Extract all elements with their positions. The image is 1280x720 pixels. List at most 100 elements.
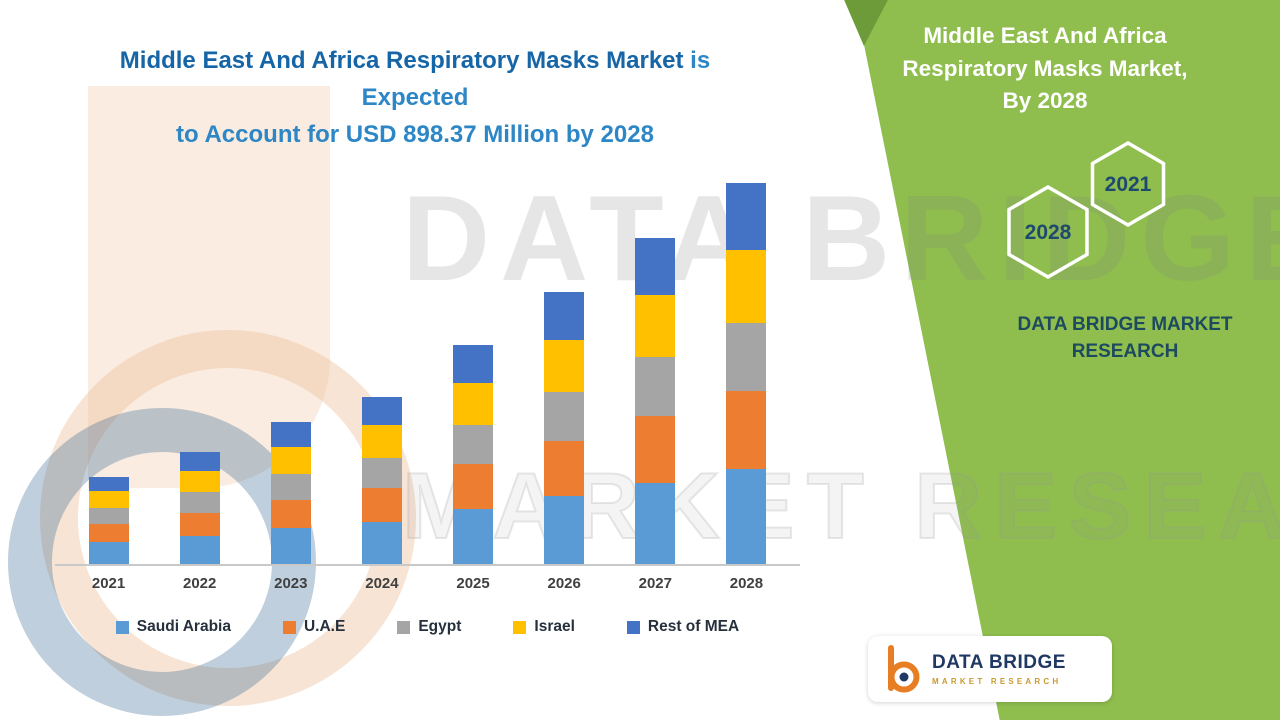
title-line2: to Account for USD 898.37 Million by 202… xyxy=(176,121,654,149)
side-brand-text: DATA BRIDGE MARKET RESEARCH xyxy=(950,312,1280,365)
x-axis-label-text: 2024 xyxy=(365,575,399,592)
chart-legend: Saudi Arabia U.A.E Egypt Israel Rest of MEA xyxy=(55,618,800,636)
bar-segment-2022-saudi-arabia xyxy=(179,535,220,564)
bar-2027 xyxy=(635,237,676,564)
bar-segment-2024-egypt xyxy=(361,457,402,488)
legend-item-u.a.e: U.A.E xyxy=(282,618,346,636)
legend-item-rest-of-mea: Rest of MEA xyxy=(626,618,740,636)
bar-segment-2026-saudi-arabia xyxy=(544,496,585,564)
bar-2025 xyxy=(453,344,494,564)
bar-segment-2024-saudi-arabia xyxy=(361,521,402,564)
legend-item-israel: Israel xyxy=(513,618,575,636)
bar-2022 xyxy=(179,451,220,564)
hexagon-year-left: 2028 xyxy=(1025,221,1072,244)
bar-segment-2028-rest-of-mea xyxy=(726,182,767,250)
bar-segment-2025-egypt xyxy=(453,425,494,465)
x-axis-label-text: 2025 xyxy=(456,575,490,592)
side-brand-line1: DATA BRIDGE MARKET xyxy=(1017,314,1233,335)
bar-segment-2021-israel xyxy=(88,491,129,509)
bar-2021 xyxy=(88,477,129,564)
legend-swatch xyxy=(626,620,640,634)
bar-segment-2023-egypt xyxy=(270,474,311,500)
bar-segment-2024-u.a.e xyxy=(361,487,402,522)
bar-segment-2022-u.a.e xyxy=(179,512,220,536)
bar-2026 xyxy=(544,291,585,564)
legend-item-egypt: Egypt xyxy=(397,618,461,636)
bar-2028 xyxy=(726,182,767,564)
x-axis-label-2024: 2024 xyxy=(362,575,402,592)
bar-segment-2022-egypt xyxy=(179,492,220,513)
bar-segment-2022-rest-of-mea xyxy=(179,451,220,471)
x-axis-label-2023: 2023 xyxy=(271,575,311,592)
x-axis-label-text: 2023 xyxy=(274,575,308,592)
legend-label: Egypt xyxy=(418,618,462,635)
bar-2024 xyxy=(361,396,402,564)
bar-segment-2023-rest-of-mea xyxy=(270,422,311,448)
bar-segment-2027-israel xyxy=(635,295,676,358)
x-axis-label-2025: 2025 xyxy=(453,575,493,592)
watermark-text-line1: DATA BRIDGE xyxy=(402,170,1280,306)
x-axis-label-2021: 2021 xyxy=(89,575,129,592)
bar-segment-2021-saudi-arabia xyxy=(88,541,129,564)
legend-item-saudi-arabia: Saudi Arabia xyxy=(115,618,231,636)
legend-swatch xyxy=(397,620,411,634)
databridge-logo-card: DATA BRIDGE MARKET RESEARCH xyxy=(868,636,1112,702)
side-panel-title: Middle East And Africa Respiratory Masks… xyxy=(880,20,1210,118)
bar-segment-2023-u.a.e xyxy=(270,499,311,529)
bar-segment-2024-rest-of-mea xyxy=(361,396,402,426)
hexagon-year-right: 2021 xyxy=(1105,173,1152,196)
x-axis-label-text: 2027 xyxy=(638,575,672,592)
bar-segment-2021-u.a.e xyxy=(88,524,129,542)
side-title-line1: Middle East And Africa xyxy=(923,23,1167,48)
bar-segment-2027-saudi-arabia xyxy=(635,482,676,564)
legend-label: Saudi Arabia xyxy=(136,618,231,635)
bar-segment-2027-u.a.e xyxy=(635,416,676,483)
bar-segment-2025-rest-of-mea xyxy=(453,344,494,384)
bar-segment-2026-rest-of-mea xyxy=(544,291,585,340)
bar-segment-2025-israel xyxy=(453,383,494,426)
legend-swatch xyxy=(513,620,527,634)
x-axis-label-text: 2028 xyxy=(729,575,764,592)
legend-label: Rest of MEA xyxy=(647,618,740,635)
legend-swatch xyxy=(282,620,296,634)
bar-segment-2025-u.a.e xyxy=(453,464,494,509)
bar-segment-2028-u.a.e xyxy=(726,391,767,469)
logo-brand-text: DATA BRIDGE xyxy=(932,652,1066,673)
x-axis-label-2028: 2028 xyxy=(726,575,766,592)
side-title-line3: By 2028 xyxy=(1002,88,1088,114)
x-axis-label-text: 2026 xyxy=(547,575,581,592)
bar-segment-2027-rest-of-mea xyxy=(635,237,676,296)
legend-label: Israel xyxy=(534,618,575,635)
bars-plot-area xyxy=(55,178,800,566)
bar-segment-2026-egypt xyxy=(544,391,585,442)
title-market-name: Middle East And Africa Respiratory Masks… xyxy=(119,47,684,74)
side-brand-line2: RESEARCH xyxy=(1071,340,1179,362)
x-axis-label-2022: 2022 xyxy=(180,575,220,592)
x-axis-label-2026: 2026 xyxy=(544,575,584,592)
bar-2023 xyxy=(270,422,311,564)
bar-segment-2028-israel xyxy=(726,249,767,323)
x-axis-label-2027: 2027 xyxy=(635,575,675,592)
bar-segment-2023-saudi-arabia xyxy=(270,528,311,564)
bar-segment-2021-rest-of-mea xyxy=(88,477,129,492)
bar-segment-2027-egypt xyxy=(635,357,676,417)
hexagon-2028-outline xyxy=(1007,184,1089,280)
legend-label: U.A.E xyxy=(303,618,346,635)
hexagon-2021-outline xyxy=(1090,140,1166,228)
year-hexagons: 2021 2028 xyxy=(1007,140,1166,280)
bar-segment-2025-saudi-arabia xyxy=(453,508,494,564)
bar-segment-2028-saudi-arabia xyxy=(726,468,767,564)
stacked-bar-chart: 2021 2022 2023 2024 2025 2026 2027 2028 Saudi A… xyxy=(55,178,800,636)
x-axis-label-text: 2021 xyxy=(91,575,126,592)
bar-segment-2022-israel xyxy=(179,470,220,493)
x-axis-label-text: 2022 xyxy=(183,575,217,592)
bar-segment-2026-u.a.e xyxy=(544,441,585,497)
bar-segment-2028-egypt xyxy=(726,322,767,392)
logo-text-block: DATA BRIDGE MARKET RESEARCH xyxy=(932,652,1066,686)
side-title-line2: Respiratory Masks Market, xyxy=(902,55,1188,81)
bar-segment-2021-egypt xyxy=(88,508,129,525)
bar-segment-2023-israel xyxy=(270,447,311,475)
databridge-logo-icon xyxy=(888,645,920,693)
page-title: Middle East And Africa Respiratory Masks… xyxy=(70,42,760,154)
